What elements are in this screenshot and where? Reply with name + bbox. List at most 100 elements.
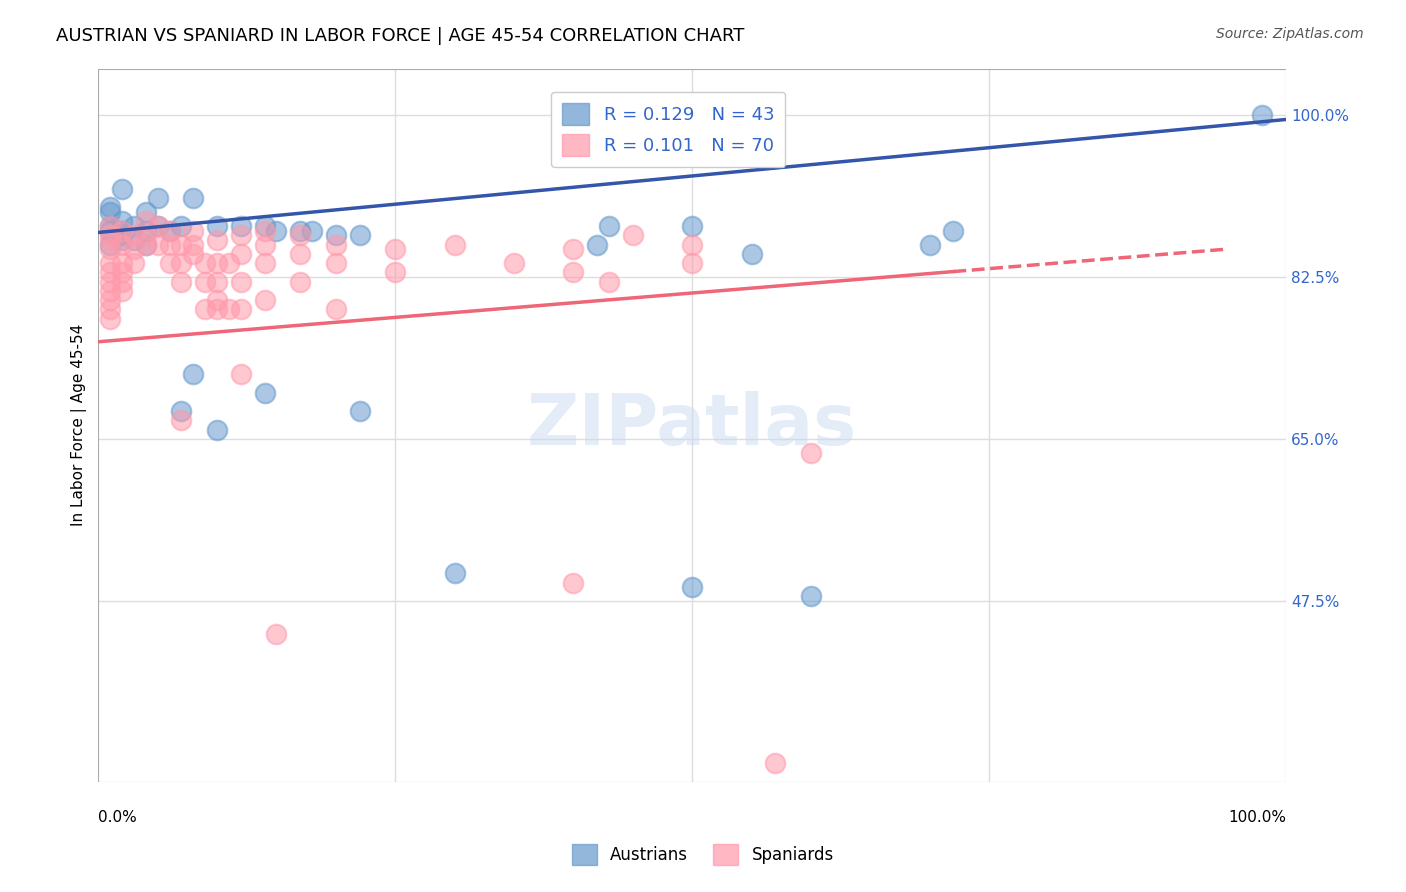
Point bbox=[98, 201, 121, 215]
Point bbox=[159, 224, 181, 238]
Point bbox=[443, 566, 465, 581]
Point bbox=[229, 367, 252, 381]
Point bbox=[205, 302, 228, 317]
Point bbox=[159, 256, 181, 270]
Point bbox=[122, 256, 145, 270]
Point bbox=[170, 219, 193, 233]
Point bbox=[159, 237, 181, 252]
Point bbox=[170, 413, 193, 427]
Point bbox=[111, 284, 134, 298]
Point bbox=[290, 275, 312, 289]
Point bbox=[170, 256, 193, 270]
Point bbox=[681, 580, 703, 594]
Point bbox=[598, 219, 620, 233]
Point bbox=[266, 224, 288, 238]
Point bbox=[111, 214, 134, 228]
Point bbox=[98, 233, 121, 247]
Point bbox=[918, 237, 941, 252]
Point bbox=[384, 242, 406, 256]
Point bbox=[194, 302, 217, 317]
Point bbox=[253, 237, 276, 252]
Point bbox=[170, 275, 193, 289]
Legend: R = 0.129   N = 43, R = 0.101   N = 70: R = 0.129 N = 43, R = 0.101 N = 70 bbox=[551, 92, 786, 167]
Point bbox=[681, 237, 703, 252]
Point bbox=[942, 224, 965, 238]
Point bbox=[218, 256, 240, 270]
Point bbox=[135, 237, 157, 252]
Point bbox=[205, 275, 228, 289]
Point bbox=[229, 246, 252, 260]
Point bbox=[349, 404, 371, 418]
Point bbox=[183, 191, 205, 205]
Point bbox=[98, 302, 121, 317]
Point bbox=[205, 293, 228, 307]
Point bbox=[183, 224, 205, 238]
Point bbox=[183, 246, 205, 260]
Point bbox=[384, 265, 406, 279]
Point bbox=[205, 233, 228, 247]
Point bbox=[111, 275, 134, 289]
Point bbox=[170, 237, 193, 252]
Point bbox=[301, 224, 323, 238]
Point bbox=[290, 246, 312, 260]
Point bbox=[111, 256, 134, 270]
Text: 0.0%: 0.0% bbox=[98, 810, 138, 824]
Point bbox=[194, 256, 217, 270]
Point bbox=[98, 224, 121, 238]
Point bbox=[98, 237, 121, 252]
Point bbox=[170, 404, 193, 418]
Point bbox=[253, 385, 276, 400]
Point bbox=[503, 256, 526, 270]
Point bbox=[135, 205, 157, 219]
Point bbox=[98, 219, 121, 233]
Point bbox=[229, 275, 252, 289]
Point bbox=[741, 246, 763, 260]
Point bbox=[146, 219, 169, 233]
Point bbox=[266, 626, 288, 640]
Point bbox=[122, 228, 145, 243]
Text: Source: ZipAtlas.com: Source: ZipAtlas.com bbox=[1216, 27, 1364, 41]
Point bbox=[253, 256, 276, 270]
Point bbox=[98, 284, 121, 298]
Point bbox=[146, 237, 169, 252]
Point bbox=[146, 191, 169, 205]
Point bbox=[681, 219, 703, 233]
Point bbox=[146, 219, 169, 233]
Point bbox=[111, 182, 134, 196]
Point bbox=[194, 275, 217, 289]
Point bbox=[325, 237, 347, 252]
Point bbox=[122, 233, 145, 247]
Point bbox=[253, 224, 276, 238]
Text: 100.0%: 100.0% bbox=[1227, 810, 1286, 824]
Point bbox=[98, 311, 121, 326]
Point bbox=[111, 224, 134, 238]
Point bbox=[229, 302, 252, 317]
Point bbox=[562, 242, 585, 256]
Point bbox=[800, 590, 823, 604]
Point bbox=[598, 275, 620, 289]
Point bbox=[800, 446, 823, 460]
Point bbox=[205, 219, 228, 233]
Point bbox=[183, 367, 205, 381]
Point bbox=[586, 237, 609, 252]
Point bbox=[111, 265, 134, 279]
Y-axis label: In Labor Force | Age 45-54: In Labor Force | Age 45-54 bbox=[72, 324, 87, 526]
Point bbox=[349, 228, 371, 243]
Point bbox=[1251, 108, 1274, 122]
Point bbox=[763, 756, 786, 771]
Point bbox=[621, 228, 644, 243]
Point bbox=[122, 242, 145, 256]
Point bbox=[562, 575, 585, 590]
Point bbox=[111, 237, 134, 252]
Point bbox=[681, 256, 703, 270]
Point bbox=[562, 265, 585, 279]
Point bbox=[98, 275, 121, 289]
Point bbox=[253, 293, 276, 307]
Point bbox=[229, 228, 252, 243]
Point bbox=[135, 214, 157, 228]
Point bbox=[443, 237, 465, 252]
Point bbox=[98, 265, 121, 279]
Point bbox=[205, 256, 228, 270]
Point bbox=[135, 228, 157, 243]
Point bbox=[122, 219, 145, 233]
